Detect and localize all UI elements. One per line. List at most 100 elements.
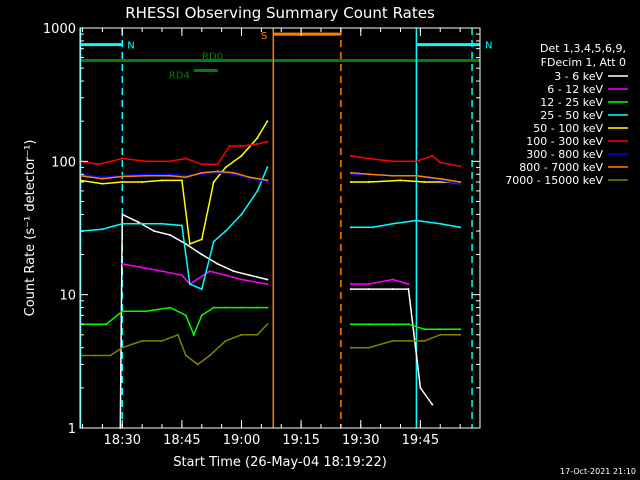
- data-point: [232, 173, 235, 176]
- data-point: [415, 174, 418, 177]
- data-point: [415, 160, 418, 163]
- data-point: [168, 160, 171, 163]
- data-point: [266, 140, 269, 143]
- data-point: [200, 173, 203, 176]
- data-point: [224, 306, 227, 309]
- data-point: [184, 354, 187, 357]
- x-tick-label: 19:30: [342, 433, 379, 448]
- data-point: [367, 180, 370, 183]
- vertical-line-layer: [79, 28, 473, 428]
- legend-header-line-1: Det 1,3,4,5,6,9,: [540, 42, 626, 55]
- data-point: [196, 363, 199, 366]
- data-point: [101, 228, 104, 231]
- x-axis-label: Start Time (26-May-04 18:19:22): [173, 455, 387, 470]
- data-point: [180, 224, 183, 227]
- data-point: [459, 180, 462, 183]
- data-point: [349, 346, 352, 349]
- data-point: [367, 157, 370, 160]
- data-point: [184, 174, 187, 177]
- data-point: [161, 222, 164, 225]
- data-point: [161, 179, 164, 182]
- data-point: [232, 171, 235, 174]
- data-point: [349, 173, 352, 176]
- data-point: [391, 323, 394, 326]
- data-point: [180, 274, 183, 277]
- data-point: [367, 288, 370, 291]
- data-point: [141, 222, 144, 225]
- data-point: [141, 180, 144, 183]
- data-point: [224, 230, 227, 233]
- data-point: [439, 177, 442, 180]
- data-point: [212, 306, 215, 309]
- data-point: [419, 386, 422, 389]
- y-tick-label: 100: [51, 155, 76, 170]
- data-point: [399, 179, 402, 182]
- chart-title: RHESSI Observing Summary Count Rates: [125, 4, 435, 22]
- data-point: [212, 180, 215, 183]
- data-point: [266, 179, 269, 182]
- data-point: [266, 283, 269, 286]
- data-point: [101, 177, 104, 180]
- data-point: [153, 230, 156, 233]
- data-point: [459, 333, 462, 336]
- data-point: [101, 182, 104, 185]
- data-point: [200, 238, 203, 241]
- data-point: [256, 136, 259, 139]
- data-point: [184, 242, 187, 245]
- data-point: [141, 266, 144, 269]
- mode-label: RD4: [169, 71, 190, 82]
- data-point: [216, 262, 219, 265]
- data-point: [212, 240, 215, 243]
- data-point: [439, 179, 442, 182]
- data-point: [407, 283, 410, 286]
- mode-label: S: [261, 31, 267, 42]
- data-point: [240, 306, 243, 309]
- data-point: [349, 283, 352, 286]
- data-point: [391, 288, 394, 291]
- data-point: [168, 174, 171, 177]
- legend-entry-label: 50 - 100 keV: [533, 122, 603, 135]
- data-point: [208, 270, 211, 273]
- y-tick-label: 10: [59, 289, 76, 304]
- legend-entry-label: 300 - 800 keV: [526, 148, 603, 161]
- legend-entry-label: 3 - 6 keV: [554, 70, 603, 83]
- data-point: [266, 166, 269, 169]
- y-axis-ticks: 1 10 100 1000: [43, 22, 480, 437]
- legend: Det 1,3,4,5,6,9, FDecim 1, Att 0 3 - 6 k…: [505, 42, 628, 187]
- data-point: [240, 154, 243, 157]
- x-tick-label: 19:45: [402, 433, 439, 448]
- data-point: [256, 306, 259, 309]
- data-point: [188, 283, 191, 286]
- data-point: [145, 160, 148, 163]
- data-point: [240, 333, 243, 336]
- data-point: [109, 354, 112, 357]
- data-point: [367, 283, 370, 286]
- data-point: [200, 171, 203, 174]
- series-line: [80, 141, 268, 166]
- data-point: [240, 278, 243, 281]
- data-point: [137, 221, 140, 224]
- data-point: [184, 314, 187, 317]
- data-point: [121, 346, 124, 349]
- data-point: [266, 120, 269, 123]
- data-point: [407, 339, 410, 342]
- annotation-layer: N N S RD0 RD4: [80, 31, 492, 82]
- data-point: [256, 189, 259, 192]
- data-point: [168, 173, 171, 176]
- data-point: [101, 176, 104, 179]
- data-point: [415, 219, 418, 222]
- data-point: [121, 310, 124, 313]
- data-point: [431, 403, 434, 406]
- data-point: [371, 226, 374, 229]
- data-point: [459, 182, 462, 185]
- data-point: [93, 354, 96, 357]
- series-line: [350, 278, 409, 285]
- data-point: [121, 180, 124, 183]
- footer-date: 17-Oct-2021 21:10: [560, 467, 636, 476]
- data-point: [200, 314, 203, 317]
- data-point: [224, 274, 227, 277]
- x-tick-label: 18:45: [163, 433, 200, 448]
- data-point: [367, 173, 370, 176]
- data-point: [439, 161, 442, 164]
